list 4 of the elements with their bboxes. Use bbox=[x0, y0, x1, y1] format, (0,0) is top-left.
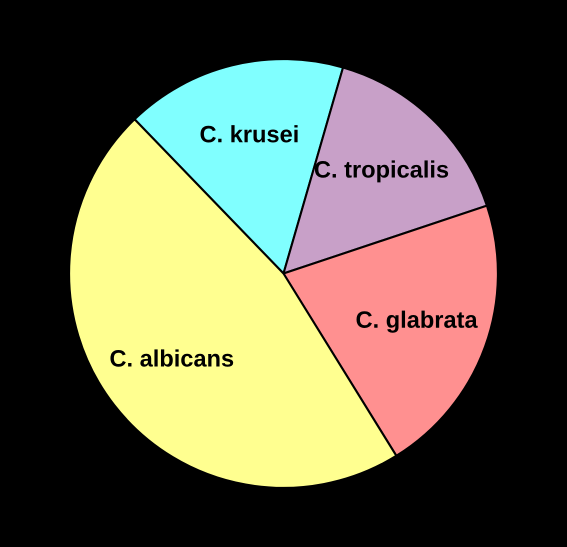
slice-label: C. albicans bbox=[110, 349, 234, 367]
slice-label: C. tropicalis bbox=[314, 160, 448, 182]
slice-label: C. krusei bbox=[200, 125, 298, 142]
slice-label: C. glabrata bbox=[356, 310, 478, 333]
